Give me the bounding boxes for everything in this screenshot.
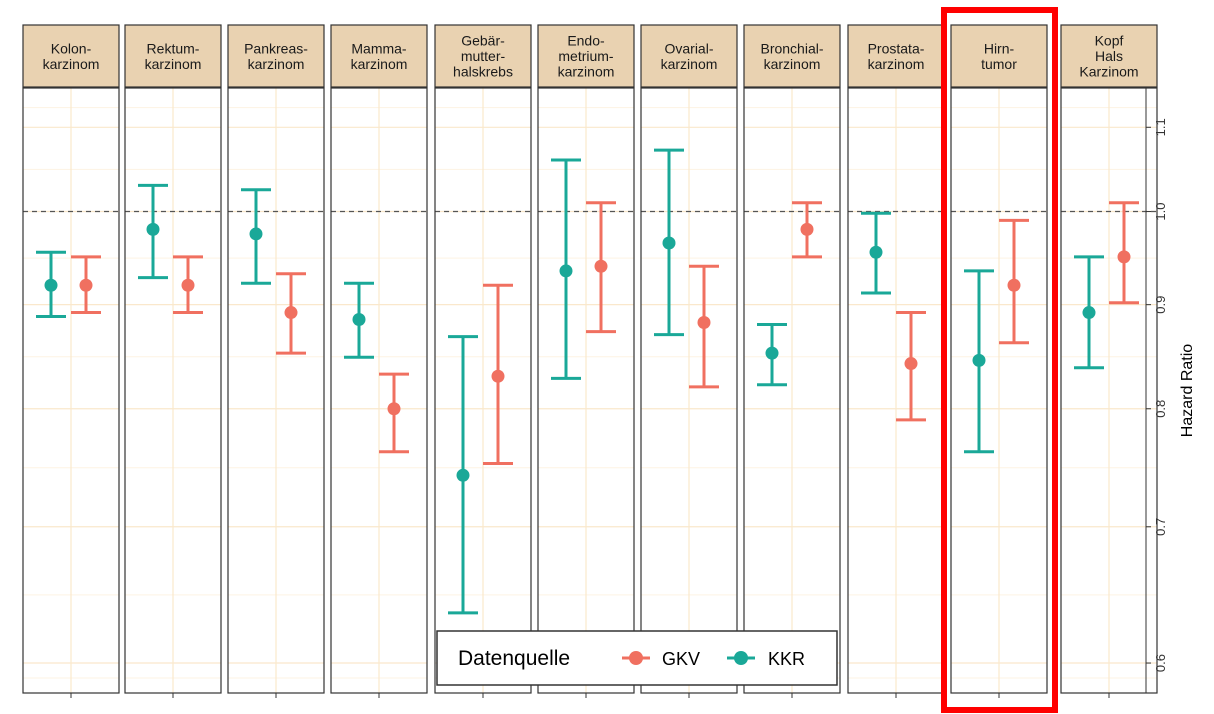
point-kkr bbox=[1082, 306, 1096, 320]
point-kkr bbox=[249, 227, 263, 241]
point-gkv bbox=[1117, 250, 1131, 264]
y-tick-label: 1.1 bbox=[1153, 118, 1168, 136]
facet-label-line: Endo- bbox=[567, 33, 605, 49]
point-gkv bbox=[800, 222, 814, 236]
y-tick-label: 0.7 bbox=[1153, 518, 1168, 536]
facet-label-line: mutter- bbox=[461, 48, 506, 64]
facet-strip bbox=[1060, 24, 1158, 88]
facet-strip bbox=[537, 24, 635, 88]
facet-label-line: halskrebs bbox=[453, 64, 513, 80]
facet-strip bbox=[950, 24, 1048, 88]
legend-entries: GKV KKR bbox=[622, 649, 805, 669]
point-gkv bbox=[1007, 278, 1021, 292]
facet-label-line: metrium- bbox=[558, 48, 614, 64]
facet-0: Kolon-karzinom bbox=[22, 24, 120, 698]
facet-5: Endo-metrium-karzinom bbox=[537, 24, 635, 698]
y-axis: Hazard Ratio 0.6 0.7 0.8 0.9 1.0 1.1 bbox=[1145, 88, 1196, 693]
legend-key-point bbox=[734, 651, 748, 665]
facet-strip bbox=[743, 24, 841, 88]
point-kkr bbox=[44, 278, 58, 292]
facet-strip bbox=[22, 24, 120, 88]
facet-label-line: Rektum- bbox=[147, 40, 200, 56]
facet-label-line: Prostata- bbox=[868, 40, 925, 56]
y-tick-label: 1.0 bbox=[1153, 202, 1168, 220]
facet-strip bbox=[227, 24, 325, 88]
point-kkr bbox=[352, 313, 366, 327]
legend-label: GKV bbox=[662, 649, 700, 669]
point-gkv bbox=[904, 357, 918, 371]
facet-4: Gebär-mutter-halskrebs bbox=[434, 24, 532, 698]
facet-9: Hirn-tumor bbox=[950, 24, 1048, 698]
highlight-box bbox=[941, 7, 1058, 713]
facet-label-line: Hals bbox=[1095, 48, 1123, 64]
facet-label-line: Hirn- bbox=[984, 40, 1015, 56]
y-axis-title: Hazard Ratio bbox=[1179, 344, 1196, 437]
facet-label-line: Ovarial- bbox=[664, 40, 713, 56]
facet-strip bbox=[124, 24, 222, 88]
facet-label-line: karzinom bbox=[868, 56, 925, 72]
facet-label-line: karzinom bbox=[145, 56, 202, 72]
y-tick-label: 0.8 bbox=[1153, 400, 1168, 418]
facet-panels: Kolon-karzinomRektum-karzinomPankreas-ka… bbox=[22, 24, 1158, 698]
facet-strip bbox=[640, 24, 738, 88]
legend-title: Datenquelle bbox=[458, 647, 570, 670]
legend: Datenquelle GKV KKR bbox=[436, 630, 838, 686]
point-gkv bbox=[697, 316, 711, 330]
legend-key-point bbox=[629, 651, 643, 665]
y-tick-label: 0.9 bbox=[1153, 296, 1168, 314]
facet-label-line: Bronchial- bbox=[760, 40, 823, 56]
legend-label: KKR bbox=[768, 649, 805, 669]
point-gkv bbox=[284, 306, 298, 320]
facet-7: Bronchial-karzinom bbox=[743, 24, 841, 698]
facet-label-line: karzinom bbox=[351, 56, 408, 72]
point-kkr bbox=[869, 245, 883, 259]
point-gkv bbox=[387, 402, 401, 416]
facet-strip bbox=[847, 24, 945, 88]
facet-label-line: karzinom bbox=[43, 56, 100, 72]
point-kkr bbox=[972, 353, 986, 367]
facet-label-line: karzinom bbox=[764, 56, 821, 72]
facet-label-line: Kopf bbox=[1095, 33, 1124, 49]
facet-6: Ovarial-karzinom bbox=[640, 24, 738, 698]
facet-label-line: karzinom bbox=[248, 56, 305, 72]
facet-8: Prostata-karzinom bbox=[847, 24, 945, 698]
facet-2: Pankreas-karzinom bbox=[227, 24, 325, 698]
facet-label-line: karzinom bbox=[558, 64, 615, 80]
point-kkr bbox=[765, 346, 779, 360]
facet-strip bbox=[434, 24, 532, 88]
facet-label-line: tumor bbox=[981, 56, 1017, 72]
facet-label-line: Karzinom bbox=[1079, 64, 1138, 80]
facet-label-line: Gebär- bbox=[461, 33, 505, 49]
facet-strip bbox=[330, 24, 428, 88]
point-gkv bbox=[491, 369, 505, 383]
point-kkr bbox=[146, 222, 160, 236]
point-kkr bbox=[559, 264, 573, 278]
facet-label-line: Kolon- bbox=[51, 40, 92, 56]
point-kkr bbox=[662, 236, 676, 250]
point-gkv bbox=[181, 278, 195, 292]
y-tick-label: 0.6 bbox=[1153, 654, 1168, 672]
facet-3: Mamma-karzinom bbox=[330, 24, 428, 698]
point-gkv bbox=[594, 259, 608, 273]
facet-1: Rektum-karzinom bbox=[124, 24, 222, 698]
facet-label-line: Pankreas- bbox=[244, 40, 308, 56]
point-kkr bbox=[456, 468, 470, 482]
facet-label-line: karzinom bbox=[661, 56, 718, 72]
point-gkv bbox=[79, 278, 93, 292]
facet-label-line: Mamma- bbox=[351, 40, 407, 56]
